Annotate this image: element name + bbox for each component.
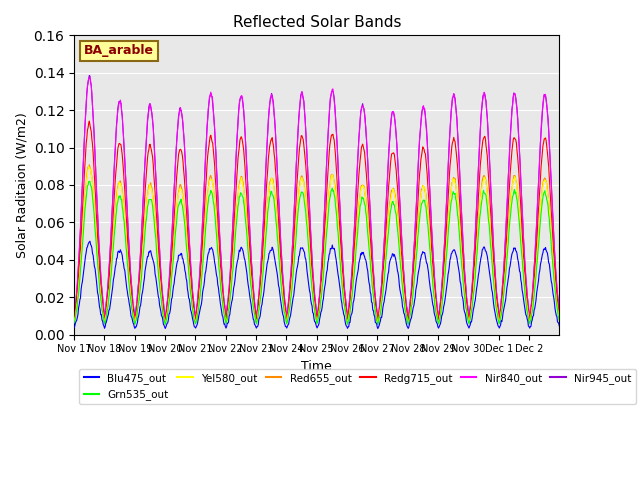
Title: Reflected Solar Bands: Reflected Solar Bands — [232, 15, 401, 30]
Text: BA_arable: BA_arable — [84, 44, 154, 57]
Legend: Blu475_out, Grn535_out, Yel580_out, Red655_out, Redg715_out, Nir840_out, Nir945_: Blu475_out, Grn535_out, Yel580_out, Red6… — [79, 369, 636, 404]
Y-axis label: Solar Raditaion (W/m2): Solar Raditaion (W/m2) — [15, 112, 28, 258]
X-axis label: Time: Time — [301, 360, 332, 373]
